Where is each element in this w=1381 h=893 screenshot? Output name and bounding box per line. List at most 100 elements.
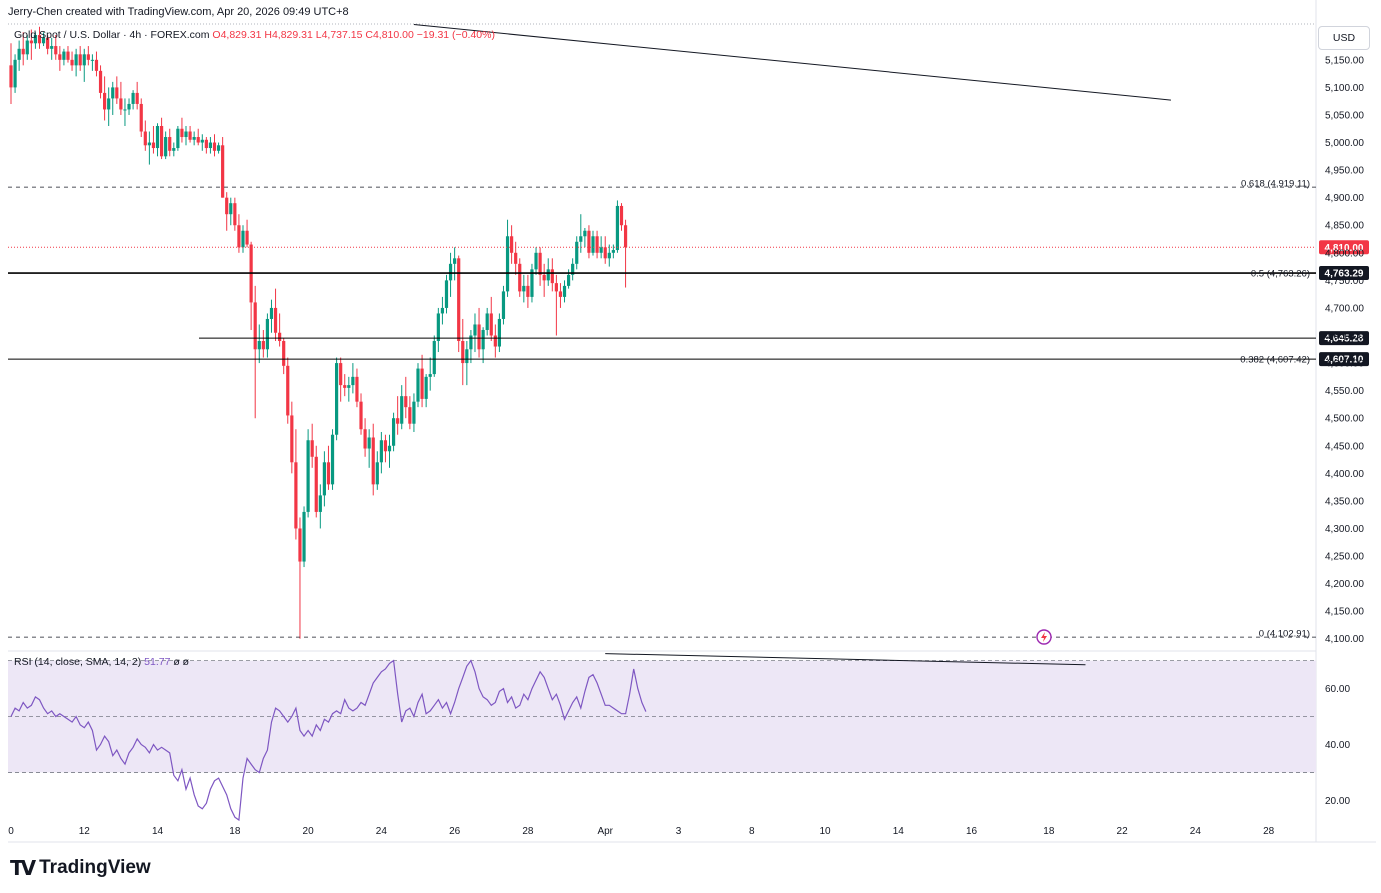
candle-body <box>363 429 367 449</box>
candle-body <box>575 241 579 264</box>
candle-body <box>440 307 445 314</box>
candle-body <box>269 307 274 319</box>
candle-body <box>13 59 17 88</box>
candle-body <box>212 142 217 151</box>
candle-body <box>375 462 379 485</box>
rsi-tick-label: 20.00 <box>1325 796 1350 807</box>
fib-level-label: 0.618 (4,919.11) <box>1241 179 1310 190</box>
candle-body <box>611 250 615 253</box>
candle-body <box>448 263 453 281</box>
candle-body <box>176 128 180 149</box>
time-tick-label: 14 <box>893 826 905 837</box>
candle-body <box>485 313 489 330</box>
candle-body <box>245 230 249 245</box>
candle-body <box>461 341 465 364</box>
time-tick-label: 8 <box>749 826 755 837</box>
candle-body <box>17 48 21 60</box>
candle-body <box>493 335 497 347</box>
candle-body <box>322 462 326 496</box>
candle-body <box>233 203 237 226</box>
alert-bolt-icon <box>1041 632 1047 642</box>
price-tick-label: 4,500.00 <box>1325 414 1364 425</box>
candle-body <box>314 456 318 512</box>
candle-body <box>90 59 94 61</box>
candle-body <box>143 131 147 146</box>
candle-body <box>204 139 208 149</box>
tradingview-logo-icon: TV <box>10 856 36 880</box>
candle-body <box>237 225 241 248</box>
candle-body <box>526 285 530 297</box>
rsi-pane <box>8 653 1316 822</box>
time-tick-label: 26 <box>449 826 461 837</box>
price-tick-label: 5,150.00 <box>1325 55 1364 66</box>
candle-body <box>566 274 571 286</box>
candle-body <box>514 252 518 264</box>
candle-body <box>562 285 567 297</box>
candle-body <box>343 385 347 388</box>
price-tick-label: 4,350.00 <box>1325 496 1364 507</box>
candle-body <box>78 54 82 66</box>
rsi-tick-label: 40.00 <box>1325 740 1350 751</box>
candle-body <box>86 54 90 60</box>
candle-body <box>131 92 135 104</box>
candle-body <box>522 285 526 292</box>
candle-body <box>200 139 204 143</box>
candle-body <box>571 263 575 275</box>
candle-body <box>221 145 225 198</box>
currency-button[interactable]: USD <box>1318 26 1370 50</box>
fib-level-label: 0.5 (4,763.26) <box>1251 269 1310 280</box>
time-tick-label: 28 <box>1263 826 1275 837</box>
level-tag-label: 4,645.28 <box>1325 334 1364 345</box>
candle-body <box>530 269 534 297</box>
ohlc-values: O4,829.31 H4,829.31 L4,737.15 C4,810.00 … <box>212 29 495 41</box>
time-axis: 0 12 14 18 20 24 26 28 Apr 3 8 10 14 16 18 22 24 28 <box>8 826 1274 837</box>
candle-body <box>387 445 392 452</box>
candle-body <box>9 65 13 88</box>
candle-body <box>257 341 261 350</box>
candle-body <box>359 401 363 430</box>
rsi-legend[interactable]: RSI (14, close, SMA, 14, 2) 51.77 ø ø <box>14 656 189 668</box>
candle-body <box>554 283 558 292</box>
candle-body <box>391 418 396 446</box>
candle-body <box>58 54 62 60</box>
candle-body <box>489 313 493 336</box>
candle-body <box>432 341 436 375</box>
candle-body <box>41 37 46 44</box>
candle-body <box>25 40 29 55</box>
price-tick-label: 4,250.00 <box>1325 552 1364 563</box>
candle-body <box>286 365 290 416</box>
candle-body <box>123 109 127 111</box>
candlestick-series <box>9 26 628 639</box>
candle-body <box>180 128 184 138</box>
price-tick-label: 4,400.00 <box>1325 469 1364 480</box>
price-tick-label: 4,600.00 <box>1325 359 1364 370</box>
candle-body <box>74 54 78 66</box>
price-tick-label: 4,100.00 <box>1325 634 1364 645</box>
candle-body <box>351 376 355 386</box>
fib-level-label: 0.382 (4,607.42) <box>1240 354 1310 365</box>
symbol-legend[interactable]: Gold Spot / U.S. Dollar · 4h · FOREX.com… <box>14 29 495 41</box>
price-tick-label: 5,050.00 <box>1325 110 1364 121</box>
candle-body <box>595 236 599 253</box>
candle-body <box>29 40 33 44</box>
candle-body <box>347 385 351 388</box>
level-tag <box>1319 266 1369 281</box>
candle-body <box>326 462 331 485</box>
level-tag-label: 4,763.29 <box>1325 269 1364 280</box>
candle-body <box>168 137 172 151</box>
price-trendline <box>413 24 1171 101</box>
price-tick-label: 4,850.00 <box>1325 221 1364 232</box>
candle-body <box>139 103 143 132</box>
price-axis: 4,100.00 4,150.00 4,200.00 4,250.00 4,300.00… <box>1325 55 1364 645</box>
candle-body <box>306 440 310 512</box>
price-tick-label: 4,750.00 <box>1325 276 1364 287</box>
price-tick-label: 5,100.00 <box>1325 83 1364 94</box>
candle-body <box>420 368 424 399</box>
candle-body <box>188 131 192 140</box>
candle-body <box>379 440 383 463</box>
tradingview-logo[interactable]: TV TradingView <box>10 856 151 880</box>
candle-body <box>558 291 563 297</box>
candle-body <box>510 236 514 253</box>
candle-body <box>408 407 412 424</box>
candle-body <box>587 230 591 253</box>
